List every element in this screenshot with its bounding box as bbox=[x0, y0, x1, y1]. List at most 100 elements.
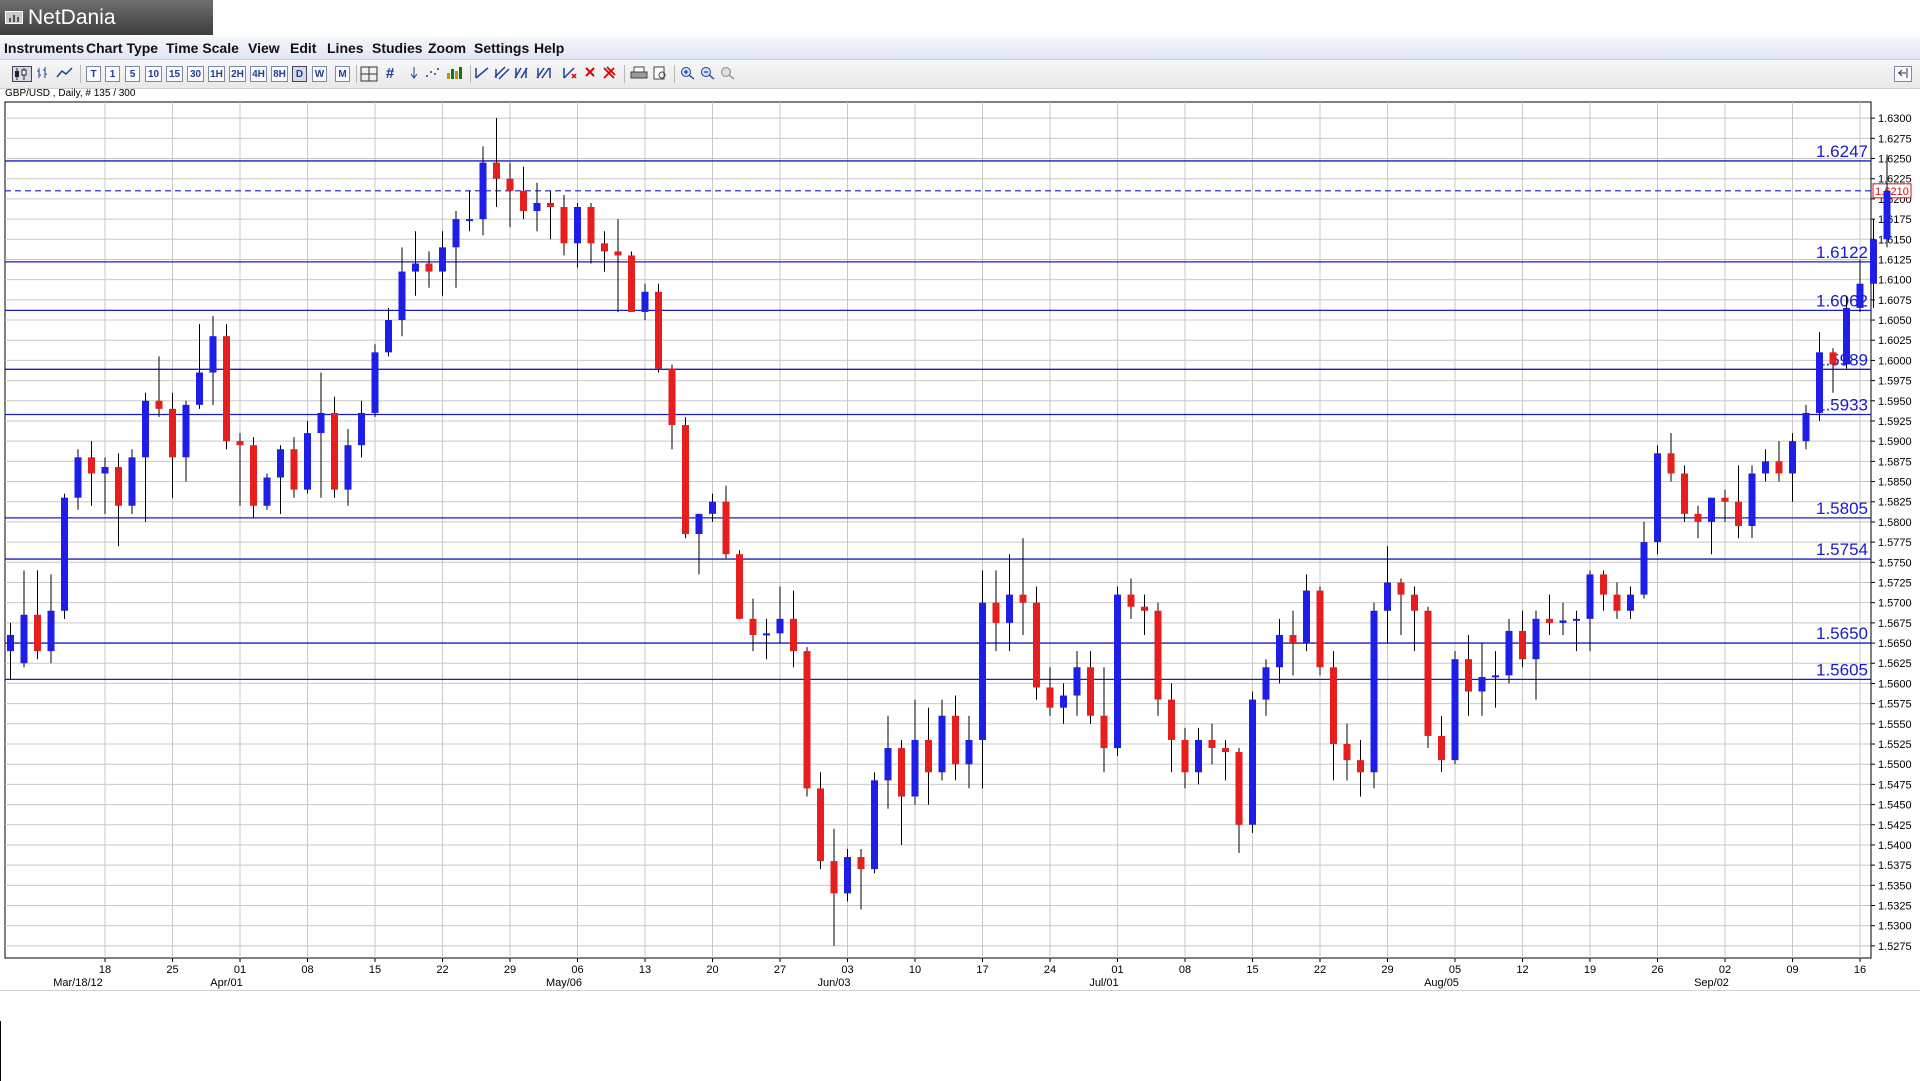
candlestick-chart-icon[interactable] bbox=[12, 66, 32, 82]
delete-all-icon[interactable] bbox=[602, 66, 618, 82]
candle-up[interactable] bbox=[101, 467, 109, 474]
candle-down[interactable] bbox=[1208, 739, 1216, 749]
candle-down[interactable] bbox=[668, 368, 676, 426]
candle-down[interactable] bbox=[1600, 574, 1607, 595]
candle-down[interactable] bbox=[1127, 594, 1135, 607]
candle-up[interactable] bbox=[412, 263, 419, 272]
candle-up[interactable] bbox=[128, 457, 136, 506]
candle-up[interactable] bbox=[1883, 190, 1891, 240]
candle-up[interactable] bbox=[574, 206, 581, 244]
candle-down[interactable] bbox=[547, 202, 554, 207]
zoom-out-icon[interactable] bbox=[700, 66, 716, 82]
candle-up[interactable] bbox=[358, 412, 365, 446]
candle-down[interactable] bbox=[1235, 752, 1243, 825]
candle-down[interactable] bbox=[1046, 687, 1054, 708]
candle-down[interactable] bbox=[1667, 453, 1675, 474]
candle-up[interactable] bbox=[763, 633, 770, 636]
candle-up[interactable] bbox=[1370, 610, 1378, 773]
candle-down[interactable] bbox=[1343, 744, 1351, 761]
candle-up[interactable] bbox=[263, 477, 271, 506]
trendline-tool-icon[interactable] bbox=[474, 66, 490, 82]
candle-down[interactable] bbox=[1411, 594, 1418, 611]
candle-down[interactable] bbox=[115, 467, 122, 506]
candle-down[interactable] bbox=[560, 206, 568, 244]
menu-help[interactable]: Help bbox=[534, 40, 565, 56]
candle-up[interactable] bbox=[965, 739, 973, 765]
candle-down[interactable] bbox=[898, 748, 905, 797]
candle-down[interactable] bbox=[1465, 659, 1472, 692]
candle-up[interactable] bbox=[1586, 574, 1594, 619]
candle-down[interactable] bbox=[1424, 610, 1432, 736]
candle-down[interactable] bbox=[250, 445, 257, 506]
candle-up[interactable] bbox=[1505, 630, 1513, 676]
candle-up[interactable] bbox=[277, 449, 284, 478]
period-monthly-button[interactable]: M bbox=[335, 66, 350, 82]
candle-up[interactable] bbox=[533, 202, 541, 212]
candle-up[interactable] bbox=[695, 513, 703, 535]
delete-selected-icon[interactable] bbox=[562, 66, 578, 82]
period-1h-button[interactable]: 1H bbox=[208, 66, 225, 82]
grid-icon[interactable]: # bbox=[385, 65, 395, 82]
candle-up[interactable] bbox=[1006, 594, 1013, 623]
candle-up[interactable] bbox=[74, 457, 82, 498]
close-icon[interactable] bbox=[582, 66, 597, 82]
candle-down[interactable] bbox=[790, 618, 797, 652]
price-chart[interactable]: 1.63001.62751.62501.62251.62001.61751.61… bbox=[0, 100, 1920, 990]
candle-up[interactable] bbox=[371, 352, 379, 413]
candle-up[interactable] bbox=[61, 497, 68, 611]
candle-up[interactable] bbox=[7, 634, 14, 652]
candle-down[interactable] bbox=[169, 408, 176, 458]
candle-up[interactable] bbox=[1303, 590, 1310, 644]
candle-down[interactable] bbox=[1100, 715, 1108, 749]
candle-up[interactable] bbox=[196, 372, 203, 405]
candle-up[interactable] bbox=[1073, 667, 1081, 696]
menu-edit[interactable]: Edit bbox=[290, 40, 317, 56]
candle-down[interactable] bbox=[736, 554, 743, 619]
candle-up[interactable] bbox=[1195, 739, 1202, 773]
candle-down[interactable] bbox=[223, 336, 230, 442]
candle-up[interactable] bbox=[398, 271, 406, 321]
candle-down[interactable] bbox=[1087, 667, 1094, 716]
candle-up[interactable] bbox=[1060, 695, 1067, 708]
zoom-in-icon[interactable] bbox=[680, 66, 696, 82]
candle-up[interactable] bbox=[884, 748, 892, 781]
candle-down[interactable] bbox=[749, 618, 757, 635]
candle-down[interactable] bbox=[1141, 606, 1148, 611]
menu-instruments[interactable]: Instruments bbox=[4, 40, 85, 56]
candle-up[interactable] bbox=[1114, 594, 1121, 749]
candle-down[interactable] bbox=[1289, 634, 1297, 644]
candle-up[interactable] bbox=[1816, 352, 1823, 413]
candle-up[interactable] bbox=[466, 219, 473, 222]
candle-up[interactable] bbox=[1478, 676, 1486, 692]
candle-down[interactable] bbox=[601, 243, 608, 252]
candle-down[interactable] bbox=[88, 457, 95, 474]
candle-down[interactable] bbox=[1613, 594, 1621, 611]
candle-up[interactable] bbox=[1654, 453, 1661, 543]
candle-up[interactable] bbox=[47, 610, 55, 652]
candle-up[interactable] bbox=[1573, 618, 1580, 621]
period-5min-button[interactable]: 5 bbox=[125, 66, 140, 82]
candle-down[interactable] bbox=[952, 715, 959, 765]
candle-down[interactable] bbox=[830, 861, 838, 894]
candle-up[interactable] bbox=[776, 618, 784, 634]
period-2h-button[interactable]: 2H bbox=[229, 66, 246, 82]
candle-up[interactable] bbox=[439, 247, 446, 272]
candle-down[interactable] bbox=[992, 602, 1000, 623]
menu-lines[interactable]: Lines bbox=[327, 40, 364, 56]
candle-down[interactable] bbox=[1735, 501, 1742, 526]
candle-down[interactable] bbox=[1357, 760, 1364, 773]
candle-up[interactable] bbox=[1802, 412, 1810, 442]
candle-up[interactable] bbox=[1627, 594, 1634, 611]
candle-up[interactable] bbox=[452, 219, 460, 248]
candle-down[interactable] bbox=[1222, 748, 1229, 753]
candle-down[interactable] bbox=[1775, 461, 1783, 474]
period-weekly-button[interactable]: W bbox=[312, 66, 327, 82]
candle-down[interactable] bbox=[290, 449, 298, 490]
candle-down[interactable] bbox=[1168, 699, 1175, 740]
candle-up[interactable] bbox=[1451, 659, 1459, 761]
candle-down[interactable] bbox=[520, 190, 527, 212]
candle-down[interactable] bbox=[34, 614, 41, 652]
zoom-reset-icon[interactable] bbox=[720, 66, 736, 82]
scatter-icon[interactable] bbox=[424, 66, 440, 82]
menu-zoom[interactable]: Zoom bbox=[428, 40, 467, 56]
